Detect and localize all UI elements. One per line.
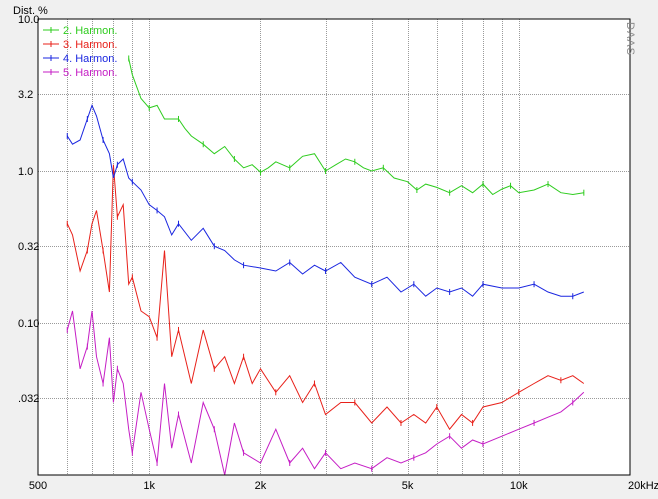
series-2-harmonic [128, 55, 585, 196]
y-tick-label: 10.0 [18, 14, 39, 26]
series-4-harmonic [66, 104, 584, 300]
legend: 2. Harmon. 3. Harmon. 4. Harmon. 5. Harmon. [43, 25, 117, 79]
series-line [66, 104, 584, 297]
legend-label: 4. Harmon. [63, 53, 117, 65]
plot-frame [37, 18, 631, 476]
series-line [66, 310, 585, 476]
series-line [66, 164, 585, 431]
y-tick-label: 0.10 [18, 318, 39, 330]
x-tick-label: 1k [143, 480, 155, 492]
legend-label: 2. Harmon. [63, 25, 117, 37]
series-5-harmonic [66, 310, 585, 476]
legend-item: 5. Harmon. [43, 67, 117, 79]
watermark: DAAS [624, 22, 636, 56]
x-tick-label: 5k [402, 480, 414, 492]
y-tick-label: .032 [18, 393, 39, 405]
y-axis-label: Dist. % [13, 5, 48, 17]
y-tick-label: 1.0 [18, 166, 33, 178]
legend-item: 2. Harmon. [43, 25, 117, 37]
x-tick-label: 10k [510, 480, 528, 492]
series-layer [66, 55, 585, 476]
legend-item: 4. Harmon. [43, 53, 117, 65]
y-tick-labels: 10.0 3.2 1.0 0.32 0.10 .032 [18, 14, 39, 405]
grid [38, 19, 630, 475]
legend-label: 3. Harmon. [63, 39, 117, 51]
y-tick-label: 3.2 [18, 89, 33, 101]
x-tick-label: 500 [29, 480, 47, 492]
x-tick-label: 20kHz [628, 480, 658, 492]
y-tick-label: 0.32 [18, 241, 39, 253]
series-3-harmonic [66, 164, 585, 431]
x-tick-labels: 500 1k 2k 5k 10k 20kHz [29, 480, 658, 492]
legend-item: 3. Harmon. [43, 39, 117, 51]
series-line [128, 58, 584, 196]
x-tick-label: 2k [255, 480, 267, 492]
legend-label: 5. Harmon. [63, 67, 117, 79]
